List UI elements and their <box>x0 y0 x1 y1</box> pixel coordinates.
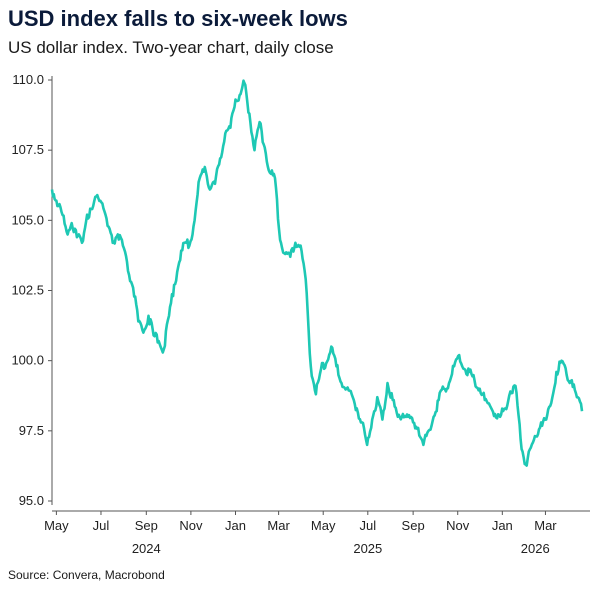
x-tick-label: Jan <box>225 518 246 533</box>
x-year-label: 2025 <box>353 541 382 556</box>
y-tick-label: 102.5 <box>11 283 44 298</box>
y-tick-label: 105.0 <box>11 212 44 227</box>
x-tick-label: May <box>44 518 69 533</box>
x-tick-label: Jul <box>359 518 376 533</box>
x-tick-label: Sep <box>402 518 425 533</box>
x-tick-label: Mar <box>267 518 290 533</box>
x-tick-label: Nov <box>446 518 470 533</box>
source-note: Source: Convera, Macrobond <box>8 568 165 582</box>
series-layer <box>50 79 584 467</box>
x-year-label: 2026 <box>521 541 550 556</box>
x-tick-label: Mar <box>534 518 557 533</box>
x-axis-ticks: May Jul Sep Nov Jan Mar May Jul Sep Nov Jan Mar 2024… <box>44 511 557 556</box>
x-tick-label: Jan <box>492 518 513 533</box>
y-tick-label: 95.0 <box>19 493 44 508</box>
x-tick-label: Nov <box>179 518 203 533</box>
x-year-label: 2024 <box>132 541 161 556</box>
y-tick-label: 110.0 <box>12 72 44 87</box>
x-tick-label: Jul <box>93 518 110 533</box>
chart-subtitle: US dollar index. Two-year chart, daily c… <box>8 38 334 57</box>
usd-index-line <box>50 79 584 467</box>
x-tick-label: Sep <box>135 518 158 533</box>
x-tick-label: May <box>311 518 336 533</box>
y-tick-label: 100.0 <box>11 353 44 368</box>
y-axis-ticks: 110.0 107.5 105.0 102.5 100.0 97.5 95.0 <box>11 72 52 508</box>
y-tick-label: 107.5 <box>11 142 44 157</box>
chart-title: USD index falls to six-week lows <box>8 6 348 31</box>
y-tick-label: 97.5 <box>19 423 44 438</box>
